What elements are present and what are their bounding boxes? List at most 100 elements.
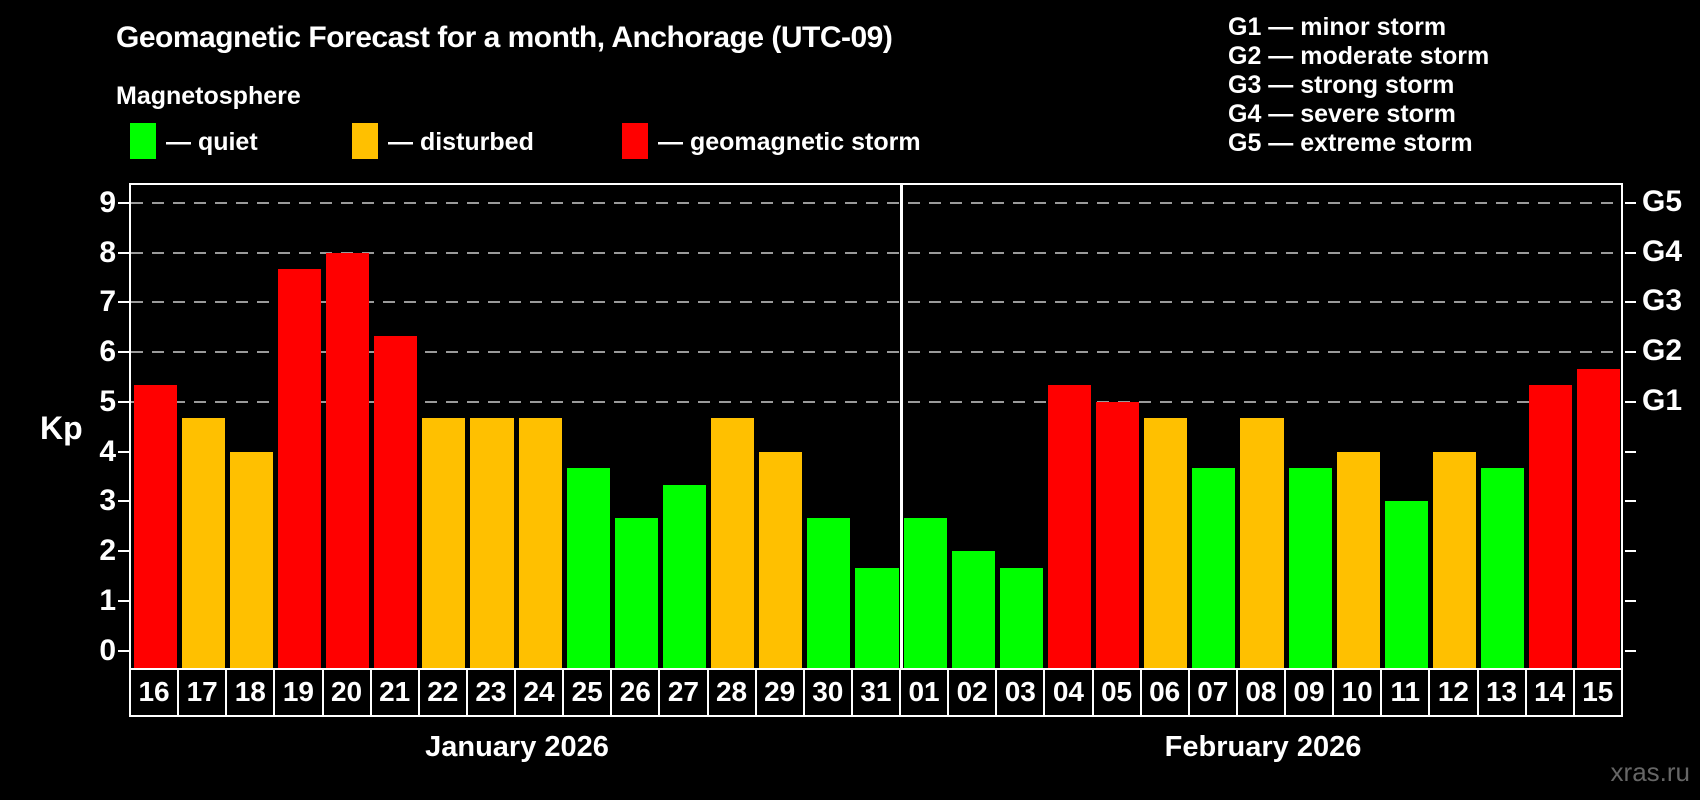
- y-tick-label-1: 1: [99, 583, 116, 617]
- gridline-kp7: [131, 301, 1623, 304]
- date-label: 16: [129, 668, 180, 717]
- storm-scale-line-g4: G4 — severe storm: [1228, 100, 1456, 128]
- kp-bar-jan-16: [133, 385, 177, 668]
- y-tick-label-3: 3: [99, 484, 116, 518]
- kp-bar-feb-06: [1144, 418, 1188, 668]
- kp-bar-jan-29: [759, 451, 803, 668]
- date-label: 10: [1332, 668, 1383, 717]
- y-tick-label-2: 2: [99, 534, 116, 568]
- month-label-february: February 2026: [1164, 731, 1362, 763]
- gridline-kp8: [131, 251, 1623, 254]
- date-label: 13: [1476, 668, 1527, 717]
- magnetosphere-label: Magnetosphere: [116, 82, 301, 110]
- date-label: 09: [1284, 668, 1335, 717]
- date-label: 18: [225, 668, 276, 717]
- kp-bar-feb-04: [1047, 385, 1092, 668]
- date-label: 25: [562, 668, 613, 717]
- right-tick-8: [1625, 251, 1636, 254]
- kp-bar-feb-09: [1288, 468, 1332, 668]
- date-label: 14: [1524, 668, 1575, 717]
- right-axis-label-g5: G5: [1642, 184, 1683, 218]
- y-tick-label-6: 6: [99, 335, 116, 369]
- right-tick-1: [1625, 599, 1636, 602]
- date-label: 03: [995, 668, 1046, 717]
- date-label: 28: [706, 668, 757, 717]
- right-axis-label-g3: G3: [1642, 284, 1683, 318]
- y-tick-label-0: 0: [99, 633, 116, 667]
- right-axis-label-g2: G2: [1642, 334, 1683, 368]
- kp-bar-jan-31: [855, 567, 899, 668]
- date-label: 31: [850, 668, 901, 717]
- left-tick-3: [118, 500, 129, 503]
- storm-scale-line-g3: G3 — strong storm: [1228, 71, 1455, 99]
- right-tick-5: [1625, 400, 1636, 403]
- kp-bar-feb-10: [1336, 451, 1380, 668]
- date-label: 01: [899, 668, 950, 717]
- storm-scale-line-g1: G1 — minor storm: [1228, 13, 1447, 41]
- kp-bar-jan-30: [807, 517, 851, 668]
- right-tick-2: [1625, 550, 1636, 553]
- right-tick-3: [1625, 500, 1636, 503]
- date-label: 11: [1380, 668, 1431, 717]
- kp-bar-feb-02: [951, 551, 995, 668]
- legend-swatch-quiet: [130, 123, 156, 159]
- kp-bar-jan-17: [181, 418, 225, 668]
- chart-title: Geomagnetic Forecast for a month, Anchor…: [116, 21, 893, 54]
- month-label-january: January 2026: [425, 731, 609, 763]
- right-tick-9: [1625, 201, 1636, 204]
- kp-bar-feb-13: [1481, 468, 1525, 668]
- y-axis-right: [1621, 183, 1623, 670]
- left-tick-4: [118, 450, 129, 453]
- date-label: 27: [658, 668, 709, 717]
- y-tick-label-9: 9: [99, 185, 116, 219]
- kp-bar-jan-22: [422, 418, 466, 668]
- right-tick-7: [1625, 301, 1636, 304]
- right-tick-0: [1625, 649, 1636, 652]
- date-label: 08: [1235, 668, 1286, 717]
- y-tick-label-5: 5: [99, 384, 116, 418]
- right-tick-4: [1625, 450, 1636, 453]
- legend-label-storm: — geomagnetic storm: [658, 128, 921, 156]
- kp-bar-feb-01: [903, 517, 947, 668]
- date-label: 06: [1139, 668, 1190, 717]
- gridline-kp5: [131, 400, 1623, 403]
- left-tick-8: [118, 251, 129, 254]
- date-axis: 16 17 18 19 20 21 22 23 24 25 26 27 28 29 30 31 01 02 03 04…: [129, 668, 1623, 717]
- y-axis-left: [129, 183, 131, 670]
- left-tick-7: [118, 301, 129, 304]
- left-tick-9: [118, 201, 129, 204]
- y-tick-label-7: 7: [99, 285, 116, 319]
- left-tick-1: [118, 599, 129, 602]
- gridline-kp6: [131, 351, 1623, 354]
- date-label: 17: [177, 668, 228, 717]
- storm-scale-line-g5: G5 — extreme storm: [1228, 129, 1473, 157]
- month-divider: [899, 183, 903, 668]
- date-label: 04: [1043, 668, 1094, 717]
- date-label: 05: [1091, 668, 1142, 717]
- date-label: 30: [802, 668, 853, 717]
- right-axis-label-g1: G1: [1642, 383, 1683, 417]
- kp-bar-feb-15: [1577, 368, 1621, 668]
- left-tick-5: [118, 400, 129, 403]
- date-label: 29: [754, 668, 805, 717]
- kp-bar-jan-21: [374, 335, 418, 668]
- legend-swatch-storm: [622, 123, 648, 159]
- kp-bar-feb-03: [999, 567, 1043, 668]
- gridline-kp9: [131, 201, 1623, 204]
- date-label: 12: [1428, 668, 1479, 717]
- kp-bar-jan-23: [470, 418, 514, 668]
- kp-bar-feb-12: [1432, 451, 1477, 668]
- left-tick-2: [118, 550, 129, 553]
- kp-bar-jan-20: [326, 252, 370, 668]
- date-label: 26: [610, 668, 661, 717]
- kp-bar-jan-27: [662, 484, 707, 668]
- y-axis-title: Kp: [40, 410, 83, 446]
- date-label: 21: [369, 668, 420, 717]
- date-label: 23: [465, 668, 516, 717]
- left-tick-0: [118, 649, 129, 652]
- kp-bar-jan-24: [518, 418, 562, 668]
- left-tick-6: [118, 351, 129, 354]
- date-label: 07: [1187, 668, 1238, 717]
- kp-bar-jan-25: [566, 468, 610, 668]
